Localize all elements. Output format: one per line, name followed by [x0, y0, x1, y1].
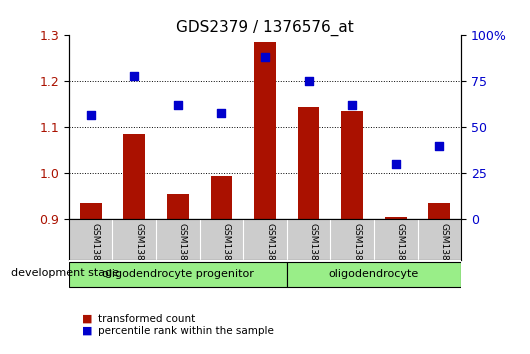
Point [130, 73, 138, 79]
Text: ■: ■ [82, 326, 93, 336]
Text: GSM138225: GSM138225 [396, 223, 405, 278]
Text: GSM138219: GSM138219 [134, 223, 143, 278]
Text: GSM138222: GSM138222 [265, 223, 274, 278]
Bar [80, 203, 102, 219]
Text: GSM138223: GSM138223 [308, 223, 317, 278]
Bar [428, 203, 450, 219]
Point [348, 103, 356, 108]
Text: GSM138220: GSM138220 [178, 223, 187, 278]
Bar [210, 176, 232, 219]
Point [435, 143, 444, 149]
Bar [298, 107, 320, 219]
Point [392, 161, 400, 167]
Point [261, 55, 269, 60]
Bar [123, 134, 145, 219]
Text: transformed count: transformed count [98, 314, 195, 324]
FancyBboxPatch shape [69, 262, 287, 287]
Text: development stage: development stage [11, 268, 119, 278]
Bar [385, 217, 407, 219]
Text: oligodendrocyte: oligodendrocyte [329, 269, 419, 279]
Point [86, 112, 95, 118]
Text: GSM138224: GSM138224 [352, 223, 361, 278]
Text: GSM138218: GSM138218 [91, 223, 100, 278]
Text: oligodendrocyte progenitor: oligodendrocyte progenitor [102, 269, 254, 279]
Text: ■: ■ [82, 314, 93, 324]
Point [304, 79, 313, 84]
Bar [167, 194, 189, 219]
Text: GSM138229: GSM138229 [439, 223, 448, 278]
Text: GSM138221: GSM138221 [222, 223, 231, 278]
Text: percentile rank within the sample: percentile rank within the sample [98, 326, 274, 336]
Bar [341, 111, 363, 219]
Point [217, 110, 226, 115]
Point [174, 103, 182, 108]
Text: GDS2379 / 1376576_at: GDS2379 / 1376576_at [176, 19, 354, 36]
Bar [254, 42, 276, 219]
FancyBboxPatch shape [287, 262, 461, 287]
